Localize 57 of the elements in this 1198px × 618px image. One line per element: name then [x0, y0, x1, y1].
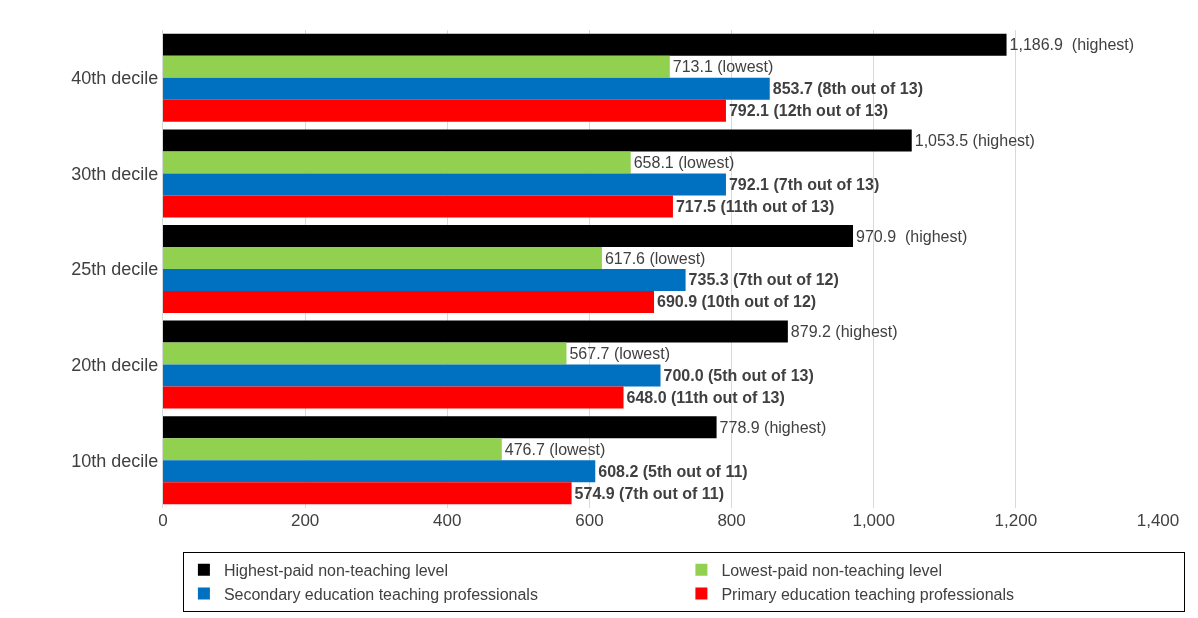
bar [163, 342, 567, 365]
data-label: 1,186.9 (highest) [1009, 36, 1135, 54]
data-label: 1,053.5 (highest) [914, 131, 1035, 149]
bar [163, 99, 726, 122]
legend-label: Primary education teaching professionals [721, 585, 1015, 603]
bar [163, 416, 717, 439]
x-tick-label: 1,000 [852, 511, 895, 530]
x-tick-label: 0 [158, 511, 168, 530]
data-label: 735.3 (7th out of 12) [688, 271, 839, 289]
y-tick-label: 10th decile [71, 450, 159, 471]
data-label: 574.9 (7th out of 11) [574, 484, 724, 502]
x-tick-label: 200 [290, 511, 320, 530]
data-label: 713.1 (lowest) [672, 58, 774, 76]
bar [163, 225, 854, 248]
data-label: 608.2 (5th out of 11) [598, 462, 748, 480]
data-label: 792.1 (7th out of 13) [728, 175, 880, 193]
data-label: 658.1 (lowest) [633, 153, 735, 171]
y-tick-label: 25th decile [71, 259, 159, 280]
data-label: 648.0 (11th out of 13) [626, 389, 785, 407]
legend-label: Highest-paid non-teaching level [223, 561, 449, 579]
x-tick-label: 400 [433, 511, 462, 530]
bar [163, 320, 788, 343]
bar [163, 77, 770, 100]
data-label: 970.9 (highest) [856, 227, 968, 245]
bar [163, 386, 624, 409]
bar [163, 195, 673, 218]
data-label: 778.9 (highest) [719, 418, 827, 436]
data-label: 567.7 (lowest) [569, 345, 670, 363]
data-label: 792.1 (12th out of 13) [728, 102, 889, 120]
data-label: 879.2 (highest) [790, 323, 898, 341]
x-tick-label: 600 [575, 511, 604, 530]
bar [163, 364, 661, 387]
legend-label: Lowest-paid non-teaching level [721, 561, 942, 579]
bar [163, 482, 572, 505]
data-label: 617.6 (lowest) [604, 249, 706, 267]
bar [163, 290, 655, 313]
data-label: 853.7 (8th out of 13) [772, 80, 923, 98]
x-tick-label: 1,200 [994, 511, 1038, 530]
bar [163, 151, 631, 174]
y-tick-label: 20th decile [71, 354, 159, 375]
bar [163, 55, 670, 78]
data-label: 700.0 (5th out of 13) [663, 367, 814, 385]
bar [163, 247, 602, 269]
y-tick-label: 30th decile [71, 163, 159, 184]
bar [163, 269, 686, 291]
y-tick-label: 40th decile [71, 68, 159, 89]
x-tick-label: 800 [717, 511, 746, 530]
legend-label: Secondary education teaching professionals [223, 585, 538, 603]
x-tick-label: 1,400 [1136, 511, 1180, 530]
bar [163, 129, 912, 152]
bar [163, 173, 726, 196]
data-label: 476.7 (lowest) [504, 440, 606, 458]
bar [163, 460, 596, 483]
data-label: 690.9 (10th out of 12) [657, 293, 817, 311]
data-label: 717.5 (11th out of 13) [675, 197, 835, 215]
bar [163, 438, 502, 461]
bar [163, 33, 1007, 56]
